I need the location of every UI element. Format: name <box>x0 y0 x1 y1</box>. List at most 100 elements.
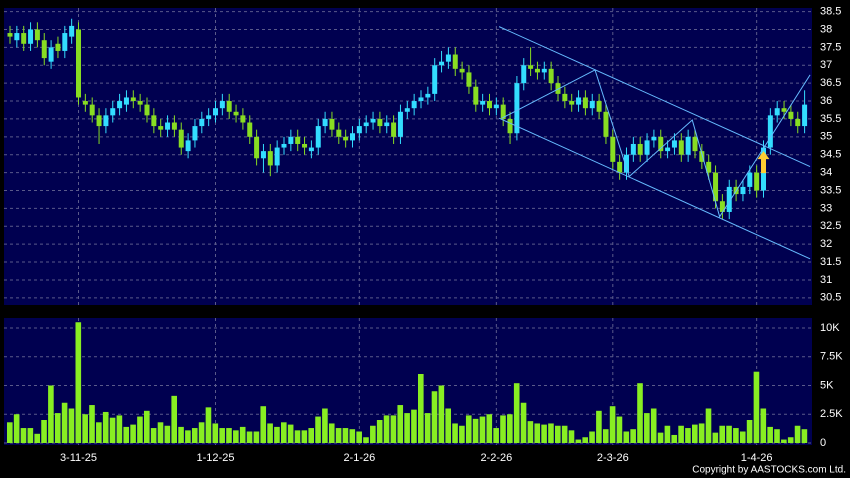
trend-line <box>498 117 811 260</box>
candle-body <box>480 101 486 105</box>
candle-body <box>206 115 212 119</box>
candle-body <box>165 122 171 130</box>
volume-bar <box>794 425 801 443</box>
candle-body <box>137 101 143 105</box>
volume-bar <box>370 425 376 443</box>
volume-bar <box>616 416 623 443</box>
y-tick-label: 31.5 <box>820 256 841 268</box>
volume-bar <box>596 410 602 443</box>
volume-bar <box>548 423 554 443</box>
candle-body <box>178 129 184 148</box>
volume-bar <box>465 415 472 443</box>
volume-bar <box>452 423 458 443</box>
candle-body <box>117 101 123 109</box>
volume-bar <box>507 414 513 443</box>
volume-bar <box>376 420 383 443</box>
candle-body <box>199 118 205 127</box>
candle-body <box>356 126 362 134</box>
volume-bar <box>609 406 616 443</box>
volume-bar <box>527 421 534 443</box>
candle-body <box>685 136 691 155</box>
y-tick-label: 33 <box>820 202 832 214</box>
volume-bar <box>123 426 130 443</box>
volume-bar <box>424 413 431 443</box>
candle-body <box>534 68 540 73</box>
volume-bar <box>13 414 20 443</box>
candle-body <box>233 111 239 116</box>
candle-body <box>219 101 225 109</box>
volume-bar <box>116 415 123 443</box>
candle-body <box>493 104 499 109</box>
candle-body <box>630 143 636 155</box>
volume-bar <box>623 431 630 443</box>
volume-bar <box>82 414 88 443</box>
volume-tick-label: 5K <box>820 379 834 391</box>
volume-bar <box>171 395 177 443</box>
volume-bar <box>20 428 27 443</box>
candle-body <box>363 122 369 127</box>
candle-body <box>740 186 746 195</box>
volume-bar <box>644 413 650 443</box>
volume-bar <box>726 425 732 443</box>
volume-bar <box>164 425 171 443</box>
volume-bar <box>89 405 95 443</box>
candle-body <box>678 140 684 155</box>
volume-bar <box>664 425 671 443</box>
candle-body <box>55 43 61 51</box>
volume-bar <box>308 428 314 443</box>
volume-bar <box>322 408 328 443</box>
candle-body <box>754 172 760 191</box>
y-tick-label: 37.5 <box>820 41 841 53</box>
candle-body <box>576 97 582 105</box>
candle-body <box>487 101 492 109</box>
candle-body <box>151 115 157 127</box>
volume-bar <box>712 432 719 443</box>
volume-bar <box>68 408 75 443</box>
candle-body <box>767 115 773 148</box>
volume-bar <box>315 416 321 443</box>
volume-bar <box>61 402 68 443</box>
candle-body <box>719 201 725 212</box>
volume-bar <box>411 409 417 443</box>
candle-body <box>281 143 287 148</box>
volume-bar <box>500 415 506 443</box>
price-panel <box>4 8 812 305</box>
volume-bar <box>602 429 609 443</box>
volume-bar <box>363 437 369 443</box>
volume-bar <box>568 430 575 443</box>
y-tick-label: 34 <box>820 167 832 179</box>
volume-bar <box>260 406 267 443</box>
candle-body <box>103 115 109 127</box>
candle-body <box>370 118 376 123</box>
volume-bar <box>438 385 445 443</box>
candle-body <box>288 136 294 144</box>
volume-tick-label: 10K <box>820 322 840 334</box>
volume-bar <box>589 431 595 443</box>
candle-body <box>350 133 355 141</box>
candle-body <box>48 47 54 62</box>
candle-body <box>158 126 164 130</box>
candle-body <box>596 101 602 112</box>
volume-bar <box>486 414 493 443</box>
volume-bar <box>472 418 479 443</box>
candle-body <box>802 104 808 127</box>
trend-line <box>501 69 811 218</box>
candle-body <box>329 118 335 130</box>
candle-body <box>315 126 321 148</box>
volume-bar <box>774 429 780 443</box>
volume-bar <box>698 423 705 443</box>
volume-bar <box>746 420 753 443</box>
y-tick-label: 32 <box>820 238 832 250</box>
candle-body <box>302 143 308 148</box>
candle-body <box>34 29 40 41</box>
candle-body <box>651 136 657 141</box>
y-tick-label: 35.5 <box>820 113 841 125</box>
candle-body <box>82 101 88 105</box>
volume-bar <box>294 430 301 443</box>
volume-bar <box>753 371 760 443</box>
volume-bar <box>555 425 561 443</box>
candle-body <box>14 33 20 41</box>
candle-body <box>589 101 595 109</box>
candle-body <box>671 140 677 148</box>
volume-bar <box>96 422 102 443</box>
